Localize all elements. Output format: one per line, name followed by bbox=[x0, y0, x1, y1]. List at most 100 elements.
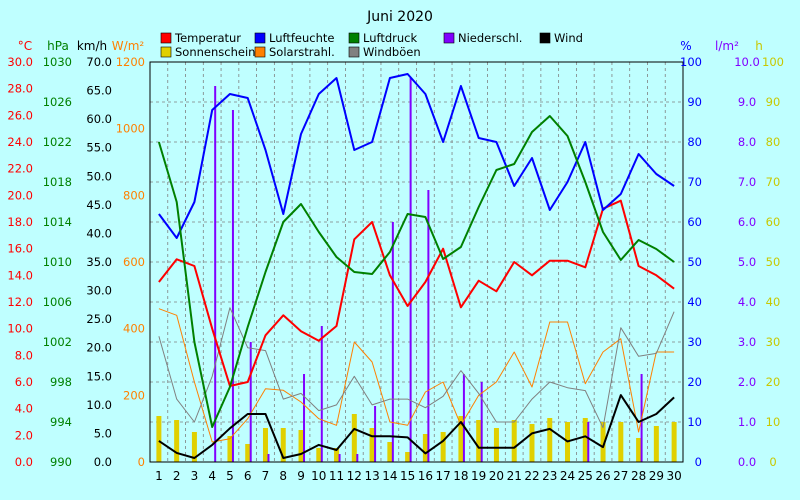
y-tick-label-rain: 3.0 bbox=[738, 335, 756, 349]
x-tick-label: 29 bbox=[649, 469, 664, 483]
y-tick-label-wind: 60.0 bbox=[86, 112, 112, 126]
y-tick-label-temp: 2.0 bbox=[15, 428, 33, 442]
legend-swatch bbox=[254, 32, 266, 44]
axis-unit-temp: °C bbox=[18, 39, 32, 53]
y-tick-label-humidity: 80 bbox=[687, 135, 702, 149]
y-tick-label-humidity: 100 bbox=[680, 55, 702, 69]
y-tick-label-temp: 26.0 bbox=[7, 108, 33, 122]
bar-sonnenschein bbox=[351, 414, 357, 462]
bar-niederschl bbox=[427, 190, 430, 462]
bar-niederschl bbox=[303, 374, 306, 462]
y-tick-label-pressure: 1002 bbox=[43, 335, 72, 349]
y-tick-label-humidity: 30 bbox=[687, 335, 702, 349]
x-tick-label: 28 bbox=[631, 469, 646, 483]
y-tick-label-rain: 0.0 bbox=[738, 455, 756, 469]
legend-swatch bbox=[348, 32, 360, 44]
y-tick-label-sun: 0 bbox=[769, 455, 776, 469]
y-tick-label-temp: 28.0 bbox=[7, 82, 33, 96]
y-tick-label-humidity: 60 bbox=[687, 215, 702, 229]
bar-sonnenschein bbox=[316, 448, 322, 462]
y-tick-label-solar: 200 bbox=[123, 388, 145, 402]
y-tick-label-temp: 16.0 bbox=[7, 242, 33, 256]
y-tick-label-humidity: 0 bbox=[695, 455, 702, 469]
bar-sonnenschein bbox=[245, 444, 251, 462]
legend-label: Luftfeuchte bbox=[269, 31, 334, 45]
legend-swatch bbox=[160, 46, 172, 58]
y-tick-label-rain: 8.0 bbox=[738, 135, 756, 149]
bar-sonnenschein bbox=[582, 418, 588, 462]
axis-unit-solar: W/m² bbox=[112, 39, 145, 53]
y-tick-label-temp: 14.0 bbox=[7, 268, 33, 282]
bar-sonnenschein bbox=[262, 428, 268, 462]
legend-swatch bbox=[443, 32, 455, 44]
bar-sonnenschein bbox=[405, 452, 411, 462]
legend-label: Temperatur bbox=[174, 31, 241, 45]
y-tick-label-wind: 0.0 bbox=[94, 455, 112, 469]
y-tick-label-solar: 0 bbox=[138, 455, 145, 469]
bar-sonnenschein bbox=[600, 422, 606, 462]
y-tick-label-rain: 4.0 bbox=[738, 295, 756, 309]
x-tick-label: 1 bbox=[155, 469, 163, 483]
y-tick-label-sun: 60 bbox=[766, 215, 781, 229]
bar-sonnenschein bbox=[387, 442, 393, 462]
x-tick-label: 18 bbox=[453, 469, 468, 483]
x-tick-label: 3 bbox=[191, 469, 199, 483]
bar-sonnenschein bbox=[174, 420, 180, 462]
bar-sonnenschein bbox=[547, 418, 553, 462]
y-tick-label-pressure: 990 bbox=[50, 455, 72, 469]
x-tick-label: 14 bbox=[382, 469, 397, 483]
x-tick-label: 16 bbox=[418, 469, 433, 483]
y-tick-label-rain: 2.0 bbox=[738, 375, 756, 389]
y-tick-label-sun: 70 bbox=[766, 175, 781, 189]
bar-sonnenschein bbox=[618, 422, 624, 462]
legend-label: Wind bbox=[554, 31, 583, 45]
bar-sonnenschein bbox=[458, 416, 464, 462]
y-tick-label-wind: 50.0 bbox=[86, 169, 112, 183]
y-tick-label-pressure: 998 bbox=[50, 375, 72, 389]
y-tick-label-sun: 20 bbox=[766, 375, 781, 389]
y-tick-label-wind: 65.0 bbox=[86, 84, 112, 98]
bar-niederschl bbox=[409, 78, 412, 462]
x-tick-label: 26 bbox=[595, 469, 610, 483]
bar-sonnenschein bbox=[369, 428, 375, 462]
y-tick-label-wind: 10.0 bbox=[86, 398, 112, 412]
y-tick-label-solar: 400 bbox=[123, 322, 145, 336]
y-tick-label-wind: 45.0 bbox=[86, 198, 112, 212]
x-tick-label: 12 bbox=[347, 469, 362, 483]
x-tick-label: 19 bbox=[471, 469, 486, 483]
y-tick-label-rain: 7.0 bbox=[738, 175, 756, 189]
y-tick-label-wind: 5.0 bbox=[94, 426, 112, 440]
x-tick-label: 4 bbox=[208, 469, 216, 483]
y-tick-label-solar: 600 bbox=[123, 255, 145, 269]
bar-niederschl bbox=[249, 342, 252, 462]
y-tick-label-wind: 20.0 bbox=[86, 341, 112, 355]
bar-niederschl bbox=[587, 422, 590, 462]
y-tick-label-wind: 35.0 bbox=[86, 255, 112, 269]
y-tick-label-sun: 90 bbox=[766, 95, 781, 109]
bar-niederschl bbox=[480, 382, 483, 462]
legend-swatch bbox=[348, 46, 360, 58]
bar-sonnenschein bbox=[334, 448, 340, 462]
x-tick-label: 8 bbox=[279, 469, 287, 483]
x-tick-label: 5 bbox=[226, 469, 234, 483]
y-tick-label-rain: 6.0 bbox=[738, 215, 756, 229]
bar-sonnenschein bbox=[653, 426, 659, 462]
right-axes: 01020304050607080901000.01.02.03.04.05.0… bbox=[680, 55, 784, 469]
x-tick-label: 24 bbox=[560, 469, 575, 483]
bar-sonnenschein bbox=[298, 430, 304, 462]
y-tick-label-humidity: 70 bbox=[687, 175, 702, 189]
axis-unit-wind: km/h bbox=[77, 39, 107, 53]
legend-label: Niederschl. bbox=[458, 31, 522, 45]
y-tick-label-temp: 8.0 bbox=[15, 348, 33, 362]
y-tick-label-pressure: 994 bbox=[50, 415, 72, 429]
legend-label: Solarstrahl. bbox=[269, 45, 335, 59]
y-tick-label-temp: 6.0 bbox=[15, 375, 33, 389]
bar-niederschl bbox=[214, 86, 217, 462]
x-tick-label: 27 bbox=[613, 469, 628, 483]
y-tick-label-rain: 10.0 bbox=[734, 55, 760, 69]
y-tick-label-humidity: 20 bbox=[687, 375, 702, 389]
bar-niederschl bbox=[267, 454, 270, 462]
axis-unit-pressure: hPa bbox=[47, 39, 69, 53]
legend-label: Windböen bbox=[363, 45, 421, 59]
